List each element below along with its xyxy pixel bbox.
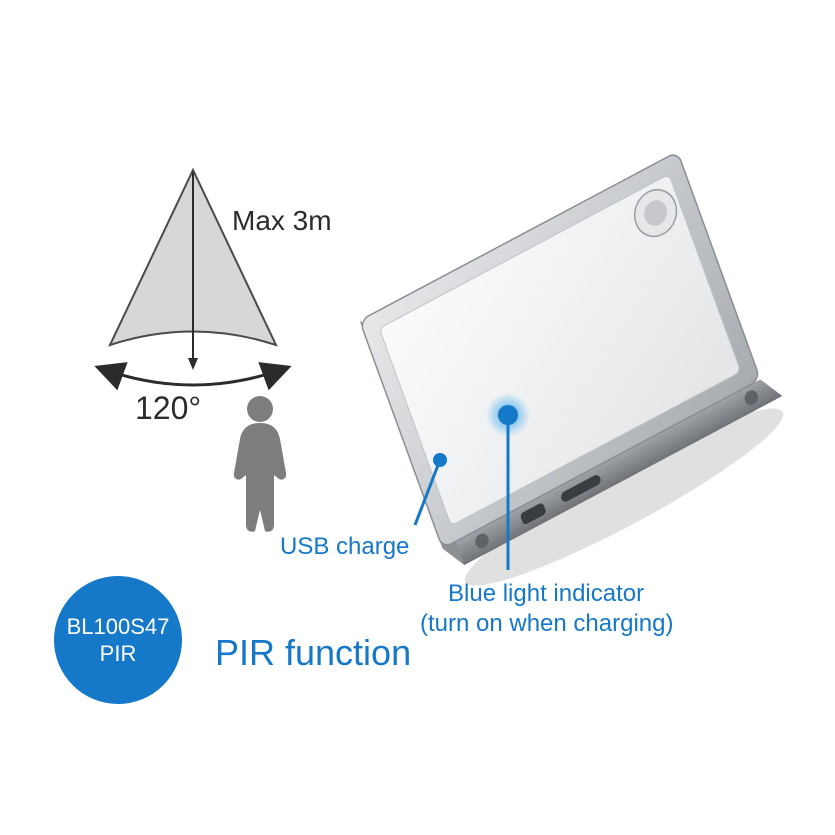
indicator-dot bbox=[498, 405, 518, 425]
angle-arc bbox=[100, 368, 286, 385]
centerline-arrow bbox=[188, 358, 198, 370]
badge-line1: BL100S47 bbox=[67, 613, 170, 641]
indicator-label-line1: Blue light indicator bbox=[448, 580, 644, 608]
usb-callout-dot bbox=[433, 453, 447, 467]
indicator-label-line2: (turn on when charging) bbox=[420, 610, 673, 638]
device-render bbox=[360, 145, 797, 613]
person-icon bbox=[234, 396, 286, 532]
model-badge: BL100S47 PIR bbox=[54, 576, 182, 704]
badge-line2: PIR bbox=[100, 640, 137, 668]
infographic-canvas: Max 3m 120° USB charge Blue light indica… bbox=[0, 0, 835, 835]
angle-label: 120° bbox=[135, 390, 201, 427]
max-range-label: Max 3m bbox=[232, 205, 332, 237]
detection-cone-diagram bbox=[0, 0, 835, 835]
usb-charge-label: USB charge bbox=[280, 533, 409, 561]
pir-function-title: PIR function bbox=[215, 632, 411, 674]
